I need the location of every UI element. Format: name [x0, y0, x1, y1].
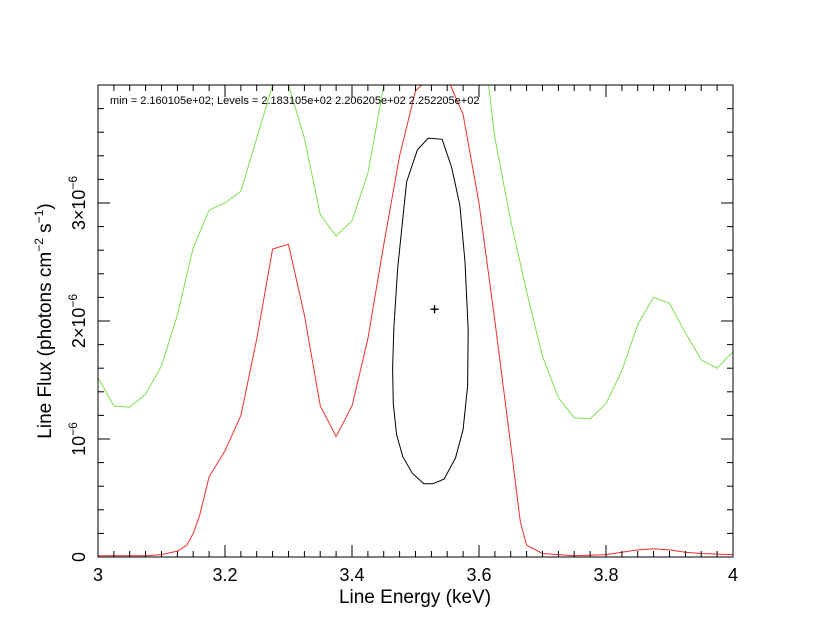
y-axis-title-sup2: −1 — [32, 209, 46, 223]
y-tick-label: 0 — [69, 552, 89, 562]
green-contour-line-0 — [98, 85, 385, 408]
x-tick-label: 3 — [93, 565, 103, 585]
x-tick-label: 3.4 — [339, 565, 364, 585]
y-tick-label: 10−6 — [66, 422, 89, 456]
series-layer — [98, 85, 733, 557]
y-axis-title: Line Flux (photons cm−2 s−1) — [32, 203, 56, 438]
green-contour-line-1 — [488, 85, 733, 420]
y-axis-title-mid: s — [35, 223, 56, 238]
y-axis-title-suffix: ) — [35, 203, 56, 209]
red-contour-line-3 — [449, 85, 733, 557]
best-fit-marker — [430, 305, 439, 314]
black-contour-line-4 — [392, 137, 469, 485]
x-tick-label: 4 — [728, 565, 738, 585]
x-axis-title: Line Energy (keV) — [339, 587, 491, 608]
x-tick-label: 3.8 — [593, 565, 618, 585]
x-tick-label: 3.2 — [212, 565, 237, 585]
y-tick-label: 2×10−6 — [66, 294, 89, 349]
plot-frame — [97, 84, 734, 558]
y-axis-title-sup1: −2 — [32, 238, 46, 252]
red-contour-line-2 — [98, 85, 423, 557]
marker-layer — [430, 305, 439, 314]
y-axis-title-prefix: Line Flux (photons cm — [35, 252, 56, 439]
y-tick-label: 3×10−6 — [66, 176, 89, 231]
label-layer: 3 3.2 3.4 3.6 3.8 4 0 10−6 2×10−6 3×10−6 — [66, 176, 738, 585]
x-tick-label: 3.6 — [466, 565, 491, 585]
annotation-text: min = 2.160105e+02; Levels = 2.183105e+0… — [110, 95, 479, 107]
